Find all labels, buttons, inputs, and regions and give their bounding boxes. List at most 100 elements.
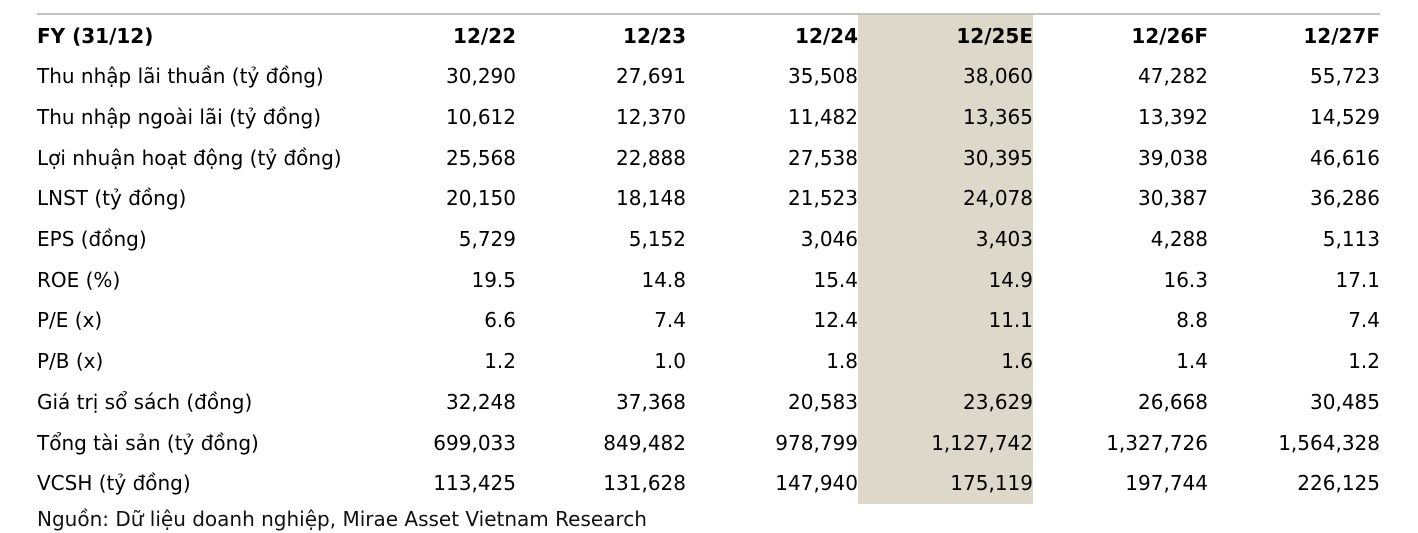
cell-value: 37,368 [616, 389, 686, 414]
cell-value: 24,078 [858, 178, 1033, 219]
row-label: P/B (x) [37, 349, 104, 374]
cell-value: 7.4 [654, 308, 686, 333]
table-row: Thu nhập ngoài lãi (tỷ đồng) 10,612 12,370… [37, 96, 1380, 138]
cell-value: 849,482 [603, 430, 686, 455]
column-header: 12/24 [795, 23, 858, 48]
cell-value: 1.8 [826, 349, 858, 374]
cell-value: 7.4 [1348, 308, 1380, 333]
table-row: P/E (x) 6.6 7.4 12.4 11.1 8.8 7.4 [37, 300, 1380, 341]
table-row: P/B (x) 1.2 1.0 1.8 1.6 1.4 1.2 [37, 340, 1380, 382]
cell-value: 1,564,328 [1278, 430, 1380, 455]
row-label: ROE (%) [37, 267, 121, 292]
cell-value: 55,723 [1310, 64, 1380, 89]
cell-value: 3,403 [858, 218, 1033, 260]
cell-value: 1.6 [858, 340, 1033, 382]
cell-value: 30,387 [1138, 186, 1208, 211]
cell-value: 699,033 [433, 430, 516, 455]
cell-value: 14,529 [1310, 105, 1380, 130]
row-label: P/E (x) [37, 308, 103, 333]
cell-value: 21,523 [788, 186, 858, 211]
cell-value: 175,119 [858, 462, 1033, 504]
cell-value: 5,152 [628, 227, 686, 252]
table-row: Giá trị sổ sách (đồng) 32,248 37,368 20,583… [37, 381, 1380, 423]
cell-value: 147,940 [775, 471, 858, 496]
cell-value: 4,288 [1150, 227, 1208, 252]
column-header: 12/26F [1131, 23, 1208, 48]
cell-value: 11,482 [788, 105, 858, 130]
cell-value: 1,127,742 [858, 422, 1033, 463]
cell-value: 39,038 [1138, 145, 1208, 170]
cell-value: 46,616 [1310, 145, 1380, 170]
cell-value: 22,888 [616, 145, 686, 170]
table-row: EPS (đồng) 5,729 5,152 3,046 3,403 4,288 5,113 [37, 218, 1380, 260]
table-row: ROE (%) 19.5 14.8 15.4 14.9 16.3 17.1 [37, 259, 1380, 301]
column-header: 12/23 [623, 23, 686, 48]
cell-value: 113,425 [433, 471, 516, 496]
cell-value: 10,612 [446, 105, 516, 130]
cell-value: 14.9 [858, 259, 1033, 301]
table-title-cell: FY (31/12) [37, 23, 154, 48]
cell-value: 12,370 [616, 105, 686, 130]
cell-value: 36,286 [1310, 186, 1380, 211]
cell-value: 15.4 [813, 267, 858, 292]
column-header: 12/22 [453, 23, 516, 48]
cell-value: 27,691 [616, 64, 686, 89]
cell-value: 35,508 [788, 64, 858, 89]
cell-value: 18,148 [616, 186, 686, 211]
cell-value: 16.3 [1163, 267, 1208, 292]
cell-value: 38,060 [858, 56, 1033, 97]
cell-value: 30,395 [858, 137, 1033, 179]
fy-table: FY (31/12) 12/22 12/23 12/24 12/25E 12/26F 12… [37, 13, 1380, 504]
cell-value: 8.8 [1176, 308, 1208, 333]
cell-value: 1.0 [654, 349, 686, 374]
cell-value: 1.4 [1176, 349, 1208, 374]
cell-value: 25,568 [446, 145, 516, 170]
cell-value: 226,125 [1297, 471, 1380, 496]
cell-value: 5,113 [1322, 227, 1380, 252]
row-label: LNST (tỷ đồng) [37, 186, 187, 211]
column-header: 12/25E [858, 14, 1033, 56]
cell-value: 32,248 [446, 389, 516, 414]
cell-value: 26,668 [1138, 389, 1208, 414]
row-label: Thu nhập lãi thuần (tỷ đồng) [37, 64, 324, 89]
cell-value: 1.2 [1348, 349, 1380, 374]
cell-value: 11.1 [858, 300, 1033, 341]
cell-value: 3,046 [800, 227, 858, 252]
row-label: Lợi nhuận hoạt động (tỷ đồng) [37, 145, 342, 170]
cell-value: 12.4 [813, 308, 858, 333]
cell-value: 1,327,726 [1106, 430, 1208, 455]
table-row: Thu nhập lãi thuần (tỷ đồng) 30,290 27,691… [37, 56, 1380, 97]
cell-value: 27,538 [788, 145, 858, 170]
table-row: VCSH (tỷ đồng) 113,425 131,628 147,940 175,1… [37, 462, 1380, 504]
cell-value: 14.8 [641, 267, 686, 292]
row-label: Giá trị sổ sách (đồng) [37, 389, 253, 414]
cell-value: 23,629 [858, 381, 1033, 423]
cell-value: 30,485 [1310, 389, 1380, 414]
cell-value: 20,583 [788, 389, 858, 414]
cell-value: 17.1 [1335, 267, 1380, 292]
cell-value: 13,365 [858, 96, 1033, 138]
cell-value: 6.6 [484, 308, 516, 333]
source-note: Nguồn: Dữ liệu doanh nghiệp, Mirae Asset… [37, 506, 647, 531]
cell-value: 47,282 [1138, 64, 1208, 89]
cell-value: 30,290 [446, 64, 516, 89]
row-label: Tổng tài sản (tỷ đồng) [37, 430, 259, 455]
cell-value: 19.5 [471, 267, 516, 292]
row-label: Thu nhập ngoài lãi (tỷ đồng) [37, 105, 322, 130]
cell-value: 1.2 [484, 349, 516, 374]
cell-value: 5,729 [458, 227, 516, 252]
row-label: VCSH (tỷ đồng) [37, 471, 191, 496]
table-row: LNST (tỷ đồng) 20,150 18,148 21,523 24,078 30… [37, 178, 1380, 219]
column-header: 12/27F [1303, 23, 1380, 48]
header-row: FY (31/12) 12/22 12/23 12/24 12/25E 12/26F 12… [37, 14, 1380, 56]
row-label: EPS (đồng) [37, 227, 147, 252]
cell-value: 978,799 [775, 430, 858, 455]
table-row: Tổng tài sản (tỷ đồng) 699,033 849,482 978,… [37, 422, 1380, 463]
cell-value: 197,744 [1125, 471, 1208, 496]
table-body: Thu nhập lãi thuần (tỷ đồng) 30,290 27,691… [37, 56, 1380, 504]
cell-value: 13,392 [1138, 105, 1208, 130]
cell-value: 131,628 [603, 471, 686, 496]
cell-value: 20,150 [446, 186, 516, 211]
table-row: Lợi nhuận hoạt động (tỷ đồng) 25,568 22,88… [37, 137, 1380, 179]
